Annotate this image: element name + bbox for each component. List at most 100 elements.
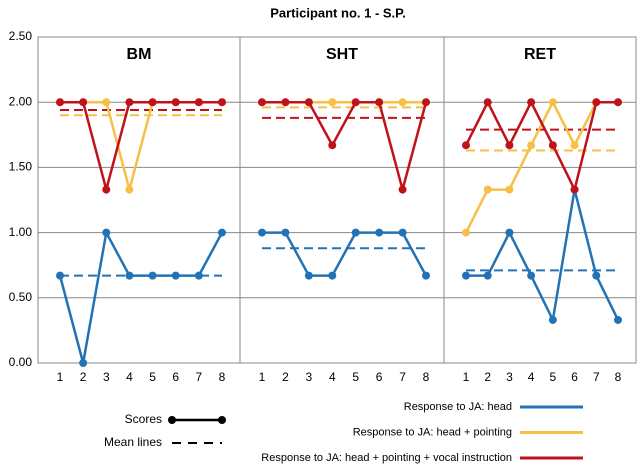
x-tick-label: 3	[506, 370, 513, 384]
score-point	[483, 185, 492, 194]
score-point	[548, 98, 557, 107]
x-tick-label: 4	[329, 370, 336, 384]
score-point	[102, 185, 111, 194]
x-tick-label: 6	[172, 370, 179, 384]
x-tick-label: 1	[463, 370, 470, 384]
score-point	[328, 141, 337, 150]
x-tick-label: 2	[80, 370, 87, 384]
score-point	[422, 271, 430, 280]
score-point	[328, 271, 337, 280]
score-point	[548, 315, 557, 324]
score-point	[171, 271, 180, 280]
score-line	[60, 100, 222, 195]
score-point	[592, 98, 601, 107]
x-tick-label: 2	[484, 370, 491, 384]
score-point	[79, 359, 88, 367]
score-line	[262, 100, 428, 195]
x-tick-label: 6	[571, 370, 578, 384]
legend-label: Scores	[125, 412, 162, 426]
x-tick-label: 5	[352, 370, 359, 384]
x-tick-label: 7	[196, 370, 203, 384]
score-point	[462, 141, 470, 150]
legend-dot	[168, 416, 176, 424]
score-point	[614, 315, 622, 324]
x-tick-label: 3	[306, 370, 313, 384]
y-tick-label: 2.00	[9, 94, 33, 108]
score-point	[462, 228, 470, 237]
score-point	[102, 98, 111, 107]
x-tick-label: 3	[103, 370, 110, 384]
score-point	[218, 228, 226, 237]
score-point	[398, 185, 407, 194]
score-point	[281, 98, 290, 107]
y-tick-label: 2.50	[9, 29, 33, 43]
score-point	[375, 228, 384, 237]
score-point	[258, 228, 266, 237]
score-point	[483, 98, 492, 107]
score-point	[194, 271, 203, 280]
x-tick-label: 4	[528, 370, 535, 384]
score-point	[281, 228, 290, 237]
score-point	[79, 98, 88, 107]
y-tick-label: 0.50	[9, 290, 33, 304]
score-point	[304, 98, 313, 107]
x-tick-label: 8	[615, 370, 622, 384]
score-point	[171, 98, 180, 107]
x-tick-label: 5	[149, 370, 156, 384]
score-point	[56, 98, 64, 107]
score-point	[102, 228, 111, 237]
score-point	[56, 271, 64, 280]
score-point	[328, 98, 337, 107]
panel-title: SHT	[326, 46, 358, 63]
chart-title: Participant no. 1 - S.P.	[270, 5, 406, 20]
score-point	[505, 141, 514, 150]
y-tick-label: 1.00	[9, 225, 33, 239]
y-tick-label: 0.00	[9, 355, 33, 369]
score-point	[527, 271, 536, 280]
score-point	[304, 271, 313, 280]
score-point	[422, 98, 430, 107]
x-tick-label: 8	[423, 370, 430, 384]
panel-title: RET	[524, 46, 556, 63]
x-tick-label: 7	[399, 370, 406, 384]
x-tick-label: 6	[376, 370, 383, 384]
score-point	[570, 141, 579, 150]
score-point	[527, 141, 536, 150]
x-tick-label: 1	[259, 370, 266, 384]
score-point	[398, 98, 407, 107]
score-point	[351, 98, 360, 107]
score-point	[614, 98, 622, 107]
score-point	[218, 98, 226, 107]
score-point	[592, 271, 601, 280]
score-point	[527, 98, 536, 107]
legend-dot	[218, 416, 226, 424]
legend-label: Response to JA: head	[404, 401, 512, 413]
score-line	[466, 189, 620, 325]
y-tick-label: 1.50	[9, 160, 33, 174]
x-tick-label: 8	[219, 370, 226, 384]
score-point	[148, 271, 157, 280]
score-point	[125, 98, 134, 107]
score-point	[398, 228, 407, 237]
score-point	[462, 271, 470, 280]
x-tick-label: 4	[126, 370, 133, 384]
score-line	[464, 99, 618, 194]
legend-label: Mean lines	[104, 435, 162, 449]
score-point	[125, 185, 134, 194]
score-point	[375, 98, 384, 107]
score-point	[505, 185, 514, 194]
score-point	[548, 141, 557, 150]
score-point	[570, 185, 579, 194]
score-point	[505, 228, 514, 237]
score-point	[148, 98, 157, 107]
legend-label: Response to JA: head + pointing + vocal …	[261, 452, 512, 464]
score-point	[351, 228, 360, 237]
score-point	[194, 98, 203, 107]
x-tick-label: 1	[57, 370, 64, 384]
score-point	[125, 271, 134, 280]
score-point	[483, 271, 492, 280]
legend-label: Response to JA: head + pointing	[353, 426, 512, 438]
x-tick-label: 2	[282, 370, 289, 384]
x-tick-label: 7	[593, 370, 600, 384]
